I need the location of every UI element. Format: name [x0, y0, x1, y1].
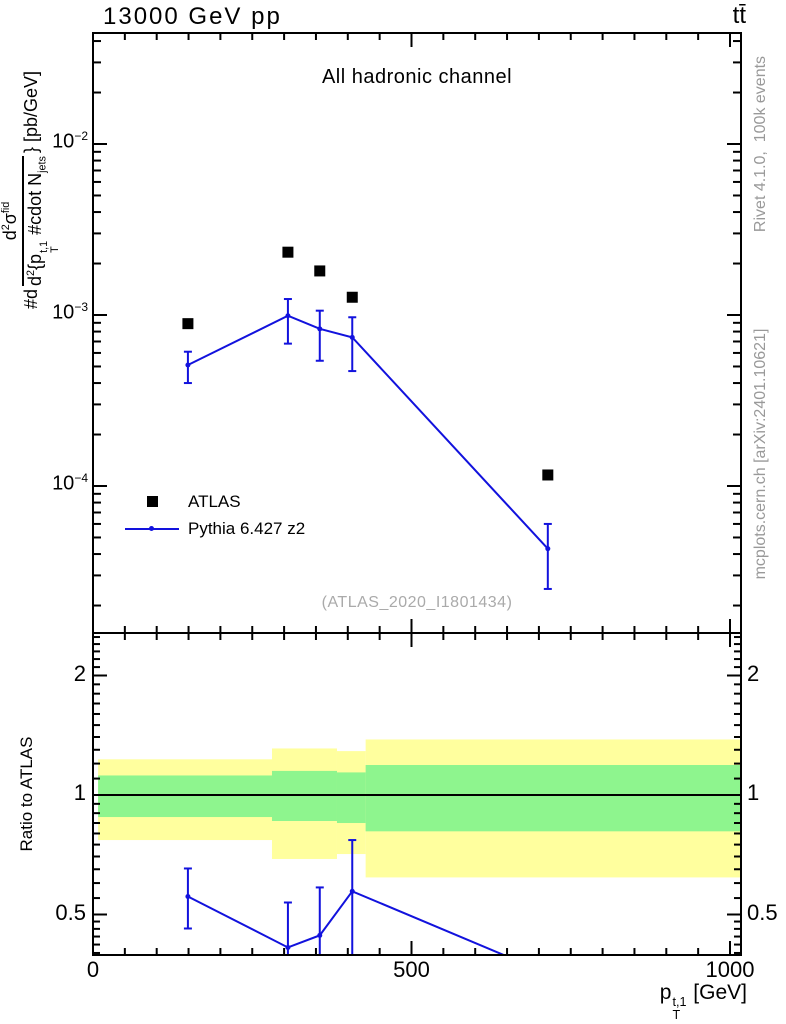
main-y-tick-label: 10−3	[52, 300, 88, 324]
rivet-version-label: Rivet 4.1.0, 100k events	[752, 55, 769, 233]
pythia-curve	[183, 298, 552, 590]
main-y-tick-label: 10−2	[52, 129, 88, 153]
analysis-watermark: (ATLAS_2020_I1801434)	[321, 594, 513, 611]
mcplots-reference-label: mcplots.cern.ch [arXiv:2401.10621]	[752, 328, 769, 580]
legend-label-atlas: ATLAS	[188, 491, 241, 511]
ratio-y-tick-label-left: 0.5	[55, 899, 86, 925]
ratio-y-tick-label-left: 2	[73, 660, 86, 686]
y-title-denominator: d2{p t,1 T #cdot Njets	[25, 156, 62, 286]
ratio-y-tick-label-right: 2	[747, 660, 760, 686]
legend-item-pythia: Pythia 6.427 z2	[119, 515, 305, 542]
beam-energy-label: 13000 GeV pp	[103, 3, 282, 30]
main-panel-frame	[92, 32, 742, 634]
atlas-square-marker	[146, 496, 158, 507]
legend-item-atlas: ATLAS	[119, 488, 305, 515]
channel-title: All hadronic channel	[321, 66, 513, 88]
ratio-y-tick-label-right: 0.5	[747, 899, 778, 925]
axis-ticks	[92, 33, 741, 955]
x-tick-label: 500	[393, 957, 430, 982]
legend-label-pythia: Pythia 6.427 z2	[188, 518, 306, 538]
ratio-curve	[183, 839, 504, 954]
main-y-tick-label: 10−4	[52, 471, 88, 495]
legend: ATLAS Pythia 6.427 z2	[119, 488, 305, 542]
process-label: tt̄	[732, 2, 746, 29]
y-title-fraction: d2σfid d2{p t,1 T #cdot Njets	[0, 156, 62, 286]
y-title-numerator: d2σfid	[0, 156, 25, 286]
x-tick-label: 1000	[705, 957, 755, 982]
x-axis-title: p t,1 T [GeV]	[659, 981, 747, 1023]
ratio-y-tick-label-left: 1	[73, 780, 86, 805]
uncertainty-bands	[98, 739, 741, 878]
x-tick-label: 0	[86, 957, 100, 982]
pythia-dot-marker	[149, 525, 154, 531]
ratio-y-tick-label-right: 1	[747, 780, 760, 805]
atlas-data-points	[182, 246, 554, 481]
pythia-line-marker	[125, 525, 179, 531]
